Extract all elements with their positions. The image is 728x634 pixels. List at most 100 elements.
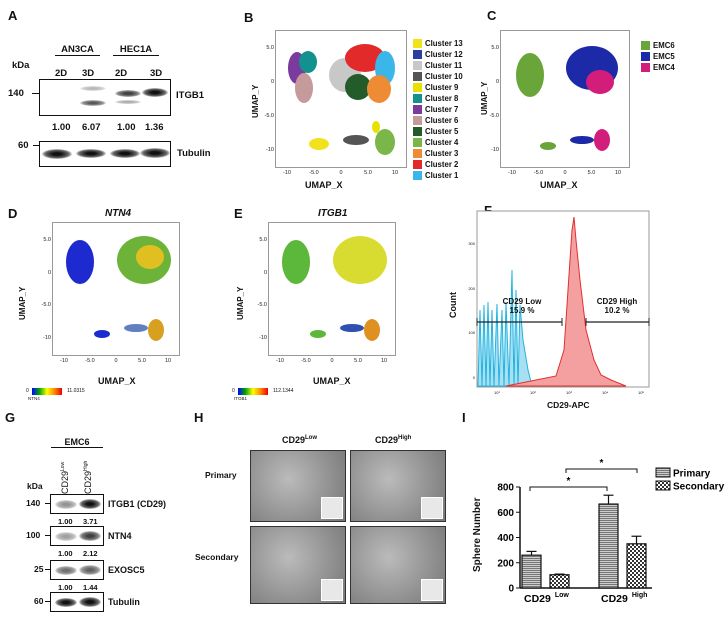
- umap-ntn4-plot: [52, 222, 180, 356]
- panel-a-label: A: [8, 8, 18, 23]
- legend-item: Cluster 1: [413, 170, 463, 181]
- legend-item: Cluster 12: [413, 49, 463, 60]
- ratio: 6.07: [82, 122, 101, 133]
- umap-x-tick: 0: [339, 170, 343, 176]
- ratio: 1.00: [52, 122, 71, 133]
- ratio: 1.00: [117, 122, 136, 133]
- legend-swatch: [413, 39, 422, 49]
- legend-swatch: [655, 467, 671, 478]
- panel-i-label: I: [462, 410, 466, 425]
- cluster-legend: Cluster 13 Cluster 12 Cluster 11 Cluster 10…: [413, 38, 463, 181]
- cluster-3: [367, 75, 391, 103]
- umap-y-tick: -10: [259, 335, 267, 341]
- x-axis-label: UMAP_X: [313, 376, 351, 386]
- legend-label: Secondary: [673, 482, 725, 493]
- legend-item: Cluster 3: [413, 148, 463, 159]
- legend-swatch: [641, 63, 650, 73]
- y-tick-label: 400: [497, 533, 514, 544]
- micrograph: [250, 526, 346, 604]
- y-tick-label: 800: [497, 483, 514, 494]
- umap-x-tick: 0: [114, 358, 118, 364]
- colorbar: [238, 388, 268, 395]
- legend-label: EMC5: [653, 52, 675, 61]
- emc6-cluster: [516, 53, 544, 97]
- lane-label: 2D: [115, 68, 128, 79]
- colorbar-min: 0: [232, 388, 235, 394]
- colorbar-min: 0: [26, 388, 29, 394]
- ratio: 1.36: [145, 122, 164, 133]
- marker-label: 100: [26, 530, 41, 540]
- legend-swatch: [413, 105, 422, 115]
- legend-label: EMC4: [653, 63, 675, 72]
- y-tick-label: 0: [508, 584, 514, 595]
- ratio: 3.71: [83, 517, 98, 526]
- row-label: Primary: [205, 470, 237, 480]
- control-histogram: [477, 269, 533, 387]
- umap-y-tick: 5.0: [43, 237, 51, 243]
- marker-label: 60: [18, 140, 29, 151]
- legend-item: Cluster 11: [413, 60, 463, 71]
- bar-secondary: [549, 574, 570, 589]
- legend-swatch: [413, 149, 422, 159]
- row-label: Secondary: [195, 552, 239, 562]
- sphere-bar-chart: 0 200 400 600 800 CD29 Low CD29 High * * Primary Sec…: [497, 458, 725, 605]
- column-header: CD29High: [375, 435, 412, 445]
- legend-label: Cluster 9: [425, 83, 459, 92]
- kda-label: kDa: [12, 60, 30, 71]
- umap-x-tick: -5.0: [85, 358, 95, 364]
- y-axis-label: UMAP_Y: [251, 84, 260, 118]
- tubulin-blot: [39, 141, 171, 167]
- legend-label: Cluster 7: [425, 105, 459, 114]
- umap-x-tick: 5.0: [138, 358, 146, 364]
- x-tick: 10²: [530, 390, 536, 395]
- plot-title: NTN4: [105, 208, 132, 219]
- umap-y-tick: -10: [491, 147, 499, 153]
- lane-label: 3D: [82, 68, 95, 79]
- y-axis-label: UMAP_Y: [236, 286, 245, 320]
- panel-h-label: H: [194, 410, 204, 425]
- umap-y-tick: -5.0: [41, 302, 51, 309]
- legend-item: Cluster 13: [413, 38, 463, 49]
- kda-label: kDa: [27, 481, 43, 491]
- umap-y-tick: 5.0: [259, 237, 267, 243]
- legend-label: Primary: [673, 469, 711, 480]
- legend-item: Cluster 4: [413, 137, 463, 148]
- plot-title: ITGB1: [318, 208, 348, 219]
- umap-clusters-plot: [275, 30, 407, 168]
- blot: [50, 560, 104, 580]
- legend-item: Cluster 2: [413, 159, 463, 170]
- lane-label: 3D: [150, 68, 163, 79]
- gate-high-label: CD29 High 10.2 %: [596, 297, 638, 315]
- legend-swatch: [413, 116, 422, 126]
- cluster-5: [345, 74, 371, 100]
- legend-label: Cluster 2: [425, 160, 459, 169]
- marker-label: 60: [34, 596, 44, 606]
- cluster-9: [372, 121, 380, 133]
- legend-label: Cluster 5: [425, 127, 459, 136]
- umap-samples-plot: [500, 30, 630, 168]
- cluster-4: [375, 129, 395, 155]
- cluster-10: [343, 135, 369, 145]
- colorbar-max: 112.1344: [273, 388, 294, 394]
- bar-primary: [598, 503, 619, 589]
- ratio: 1.00: [58, 549, 73, 558]
- y-tick: 0: [472, 375, 475, 380]
- legend-item: EMC4: [641, 62, 675, 73]
- y-axis-label: Count: [448, 292, 458, 318]
- itgb1-blot: [39, 79, 171, 116]
- x-axis-label: UMAP_X: [540, 180, 578, 190]
- legend-item: Cluster 6: [413, 115, 463, 126]
- x-axis-label: UMAP_X: [305, 180, 343, 190]
- sample-legend: EMC6 EMC5 EMC4: [641, 40, 675, 73]
- umap-x-tick: -5.0: [309, 170, 319, 176]
- group-label: HEC1A: [113, 44, 159, 56]
- legend-swatch: [641, 41, 650, 51]
- category-label: CD29 High: [601, 592, 647, 605]
- group-label: AN3CA: [55, 44, 100, 56]
- y-axis-label: Sphere Number: [472, 497, 483, 572]
- umap-x-tick: -10: [508, 170, 516, 176]
- legend-label: Cluster 6: [425, 116, 459, 125]
- umap-x-tick: -5.0: [533, 170, 544, 176]
- y-tick: 300: [468, 241, 475, 246]
- colorbar-label: ITGB1: [234, 396, 248, 401]
